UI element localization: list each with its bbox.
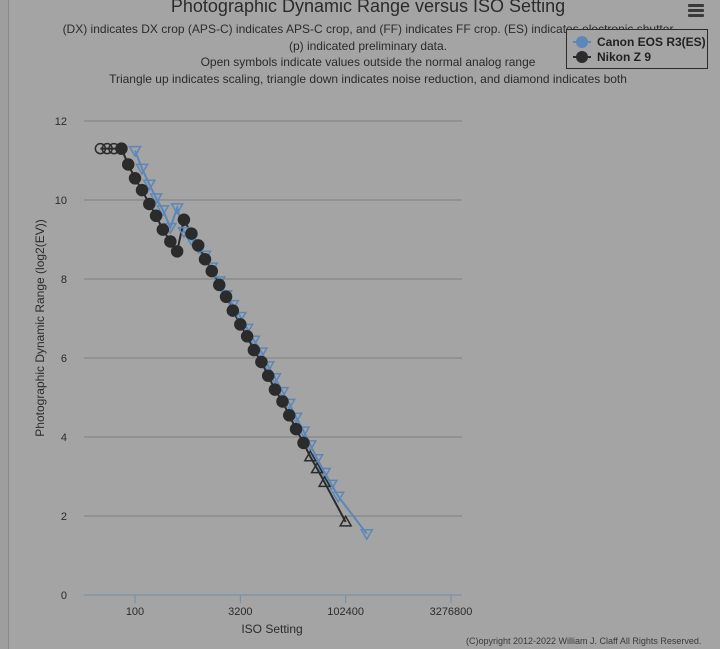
data-point-series-2-6: [128, 172, 142, 185]
chart-menu-button[interactable]: [683, 0, 709, 20]
data-point-series-2-22: [240, 330, 254, 343]
x-axis-title: ISO Setting: [241, 622, 302, 636]
y-axis-title: Photographic Dynamic Range (log2(EV)): [33, 219, 47, 436]
y-tick-label: 10: [55, 195, 67, 207]
data-point-series-1-7: [170, 203, 184, 215]
data-point-series-2-11: [164, 235, 177, 248]
data-point-series-1-30: [331, 491, 345, 504]
legend-symbol-series-2: [573, 50, 591, 64]
data-point-series-2-17: [205, 264, 219, 278]
axis-layer: 0 2 4 6 8 10 12 100 3200 102400 3276800: [55, 116, 473, 618]
legend-symbol-series-1: [573, 35, 591, 49]
data-point-series-2-14: [185, 227, 198, 240]
series-line-2: [100, 147, 347, 523]
data-point-series-2-9: [149, 209, 163, 223]
chart-frame: [8, 0, 720, 649]
data-point-series-2-20: [226, 304, 240, 317]
data-point-series-2-13: [177, 213, 191, 226]
data-point-series-2-25: [261, 369, 275, 383]
y-tick-label: 12: [55, 116, 67, 128]
data-point-series-2-23: [247, 343, 261, 357]
series-layer: [94, 142, 374, 541]
data-point-series-2-5: [121, 158, 135, 171]
data-point-series-2-26: [268, 383, 282, 396]
data-point-series-2-7: [135, 183, 149, 197]
data-point-series-1-3: [142, 179, 157, 192]
chart-subtitle-line-1: (DX) indicates DX crop (APS-C) indicates…: [62, 22, 674, 36]
data-point-series-2-34: [338, 514, 353, 527]
legend-label-series-1: Canon EOS R3(ES): [597, 35, 706, 49]
data-point-series-2-18: [213, 278, 226, 292]
data-point-series-2-16: [198, 253, 212, 266]
data-point-series-2-21: [234, 318, 247, 331]
data-point-series-1-31: [359, 529, 374, 541]
legend-label-series-2: Nikon Z 9: [597, 50, 652, 64]
y-tick-label: 2: [61, 511, 67, 523]
data-point-series-2-19: [219, 290, 233, 304]
chart-subtitle-line-2: (p) indicated preliminary data.: [288, 39, 448, 53]
chart-title: Photographic Dynamic Range versus ISO Se…: [170, 0, 566, 16]
data-point-series-1-16: [233, 311, 248, 324]
chart-subtitle-line-4: Triangle up indicates scaling, triangle …: [109, 72, 627, 86]
data-point-series-1-2: [135, 163, 149, 176]
data-point-series-2-27: [276, 395, 289, 408]
x-tick-label: 102400: [327, 606, 364, 618]
data-point-series-2-8: [143, 197, 156, 211]
data-point-series-2-12: [170, 245, 184, 258]
y-tick-label: 6: [61, 353, 67, 365]
y-tick-label: 4: [61, 432, 67, 444]
data-point-series-2-10: [156, 223, 170, 236]
data-point-series-1-5: [156, 205, 170, 217]
series-line-1: [134, 150, 368, 535]
legend-item-series-1[interactable]: Canon EOS R3(ES): [573, 35, 706, 49]
x-tick-label: 100: [126, 606, 144, 618]
data-point-series-2-32: [310, 461, 324, 474]
data-point-series-2-24: [255, 355, 268, 369]
data-point-series-2-15: [191, 239, 205, 252]
x-tick-label: 3200: [228, 606, 252, 618]
data-point-series-2-30: [297, 436, 310, 450]
menu-icon-bar-2: [688, 9, 704, 12]
menu-icon-bar-1: [688, 4, 704, 7]
y-tick-label: 8: [61, 274, 67, 286]
data-point-series-2-2: [101, 142, 113, 155]
y-tick-label: 0: [61, 590, 67, 602]
data-point-series-2-1: [94, 142, 107, 155]
data-point-series-1-1: [128, 145, 142, 158]
legend-item-series-2[interactable]: Nikon Z 9: [573, 50, 651, 64]
data-point-series-2-29: [289, 422, 303, 436]
data-point-series-2-4: [115, 142, 128, 155]
x-tick-label: 3276800: [430, 606, 473, 618]
chart-subtitle-line-3: Open symbols indicate values outside the…: [200, 55, 536, 69]
data-point-series-2-28: [282, 409, 296, 422]
menu-icon-bar-3: [688, 14, 704, 17]
data-point-series-2-33: [317, 475, 332, 488]
data-point-series-2-31: [303, 449, 318, 462]
chart-legend: Canon EOS R3(ES) Nikon Z 9: [566, 29, 708, 69]
copyright-note: (C)opyright 2012-2022 William J. Claff A…: [466, 636, 702, 646]
data-point-series-1-4: [149, 193, 163, 206]
